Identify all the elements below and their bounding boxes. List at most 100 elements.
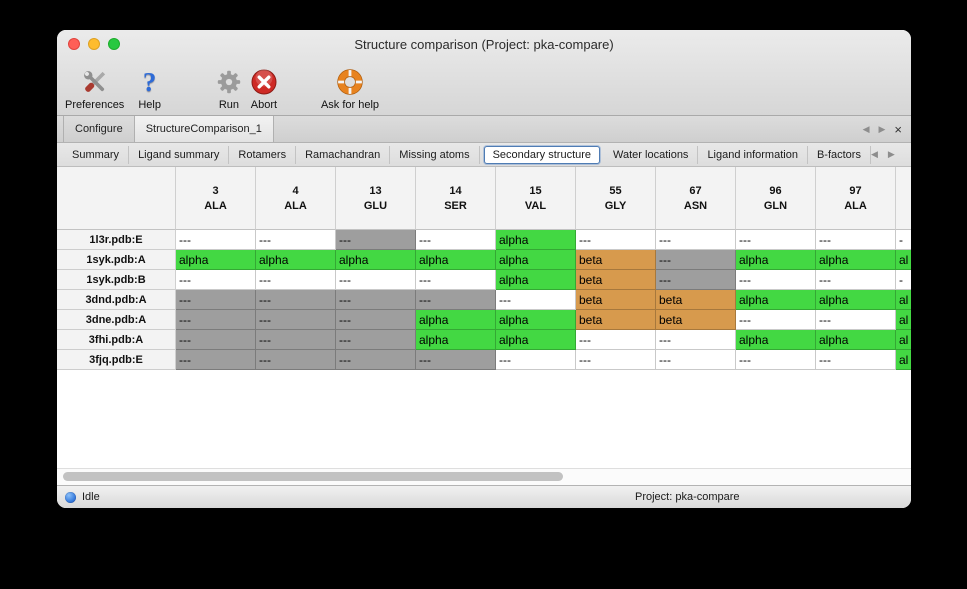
table-cell[interactable]: --- bbox=[336, 330, 416, 350]
table-cell[interactable]: al bbox=[896, 310, 911, 330]
horizontal-scrollbar[interactable] bbox=[57, 468, 911, 485]
zoom-button[interactable] bbox=[108, 38, 120, 50]
table-cell[interactable]: alpha bbox=[496, 270, 576, 290]
help-button[interactable]: ? Help bbox=[138, 66, 161, 112]
column-header-4-ala[interactable]: 4 ALA bbox=[256, 167, 336, 230]
tab-summary[interactable]: Summary bbox=[63, 145, 130, 164]
table-cell[interactable]: --- bbox=[256, 270, 336, 290]
tab-ligand-summary[interactable]: Ligand summary bbox=[129, 145, 230, 164]
row-header-3dne-pdb-a[interactable]: 3dne.pdb:A bbox=[57, 310, 176, 330]
table-cell[interactable]: alpha bbox=[416, 250, 496, 270]
row-header-3fhi-pdb-a[interactable]: 3fhi.pdb:A bbox=[57, 330, 176, 350]
table-cell[interactable]: --- bbox=[496, 290, 576, 310]
table-cell[interactable]: alpha bbox=[416, 330, 496, 350]
table-cell[interactable]: --- bbox=[416, 230, 496, 250]
table-cell[interactable]: --- bbox=[816, 310, 896, 330]
run-button[interactable]: Run bbox=[215, 66, 243, 111]
table-cell[interactable]: --- bbox=[176, 230, 256, 250]
table-cell[interactable]: --- bbox=[736, 310, 816, 330]
table-cell[interactable]: --- bbox=[816, 230, 896, 250]
table-cell[interactable]: alpha bbox=[416, 310, 496, 330]
table-cell[interactable]: alpha bbox=[736, 250, 816, 270]
view-scroll-left-icon[interactable]: ◀ bbox=[870, 149, 878, 159]
table-cell[interactable]: --- bbox=[256, 290, 336, 310]
table-cell[interactable]: alpha bbox=[816, 330, 896, 350]
table-cell[interactable]: beta bbox=[576, 310, 656, 330]
table-cell[interactable]: beta bbox=[656, 310, 736, 330]
table-cell[interactable]: alpha bbox=[496, 310, 576, 330]
table-cell[interactable]: --- bbox=[656, 330, 736, 350]
table-cell[interactable]: alpha bbox=[816, 290, 896, 310]
table-cell[interactable]: --- bbox=[336, 270, 416, 290]
table-cell[interactable]: --- bbox=[256, 350, 336, 370]
table-cell[interactable]: --- bbox=[176, 330, 256, 350]
row-header-1syk-pdb-a[interactable]: 1syk.pdb:A bbox=[57, 250, 176, 270]
table-cell[interactable]: --- bbox=[336, 310, 416, 330]
tab-rotamers[interactable]: Rotamers bbox=[229, 145, 297, 164]
table-cell[interactable]: al bbox=[896, 350, 911, 370]
table-cell[interactable]: beta bbox=[576, 270, 656, 290]
table-cell[interactable]: --- bbox=[256, 330, 336, 350]
table-cell[interactable]: --- bbox=[736, 270, 816, 290]
table-cell[interactable]: --- bbox=[176, 310, 256, 330]
table-cell[interactable]: --- bbox=[256, 230, 336, 250]
tab-water-locations[interactable]: Water locations bbox=[604, 145, 699, 164]
column-header-55-gly[interactable]: 55 GLY bbox=[576, 167, 656, 230]
table-cell[interactable]: --- bbox=[656, 270, 736, 290]
column-header-67-asn[interactable]: 67 ASN bbox=[656, 167, 736, 230]
tab-structurecomparison-1[interactable]: StructureComparison_1 bbox=[134, 116, 274, 142]
tab-scroll-left-icon[interactable]: ◀ bbox=[862, 123, 870, 134]
tab-configure[interactable]: Configure bbox=[63, 116, 135, 142]
column-header-97-ala[interactable]: 97 ALA bbox=[816, 167, 896, 230]
table-cell[interactable]: --- bbox=[816, 270, 896, 290]
table-cell[interactable]: --- bbox=[176, 290, 256, 310]
row-header-1l3r-pdb-e[interactable]: 1l3r.pdb:E bbox=[57, 230, 176, 250]
table-cell[interactable]: - bbox=[896, 230, 911, 250]
table-cell[interactable]: --- bbox=[416, 270, 496, 290]
table-cell[interactable]: beta bbox=[576, 250, 656, 270]
table-cell[interactable]: beta bbox=[656, 290, 736, 310]
row-header-1syk-pdb-b[interactable]: 1syk.pdb:B bbox=[57, 270, 176, 290]
tab-secondary-structure[interactable]: Secondary structure bbox=[483, 145, 601, 164]
table-cell[interactable]: al bbox=[896, 290, 911, 310]
table-cell[interactable]: --- bbox=[176, 350, 256, 370]
table-cell[interactable]: alpha bbox=[736, 330, 816, 350]
table-cell[interactable]: alpha bbox=[496, 230, 576, 250]
scrollbar-thumb[interactable] bbox=[63, 472, 563, 481]
abort-button[interactable]: Abort bbox=[249, 66, 279, 111]
table-cell[interactable]: al bbox=[896, 250, 911, 270]
column-header-partial[interactable] bbox=[896, 167, 911, 230]
table-cell[interactable]: --- bbox=[656, 350, 736, 370]
minimize-button[interactable] bbox=[88, 38, 100, 50]
row-header-3fjq-pdb-e[interactable]: 3fjq.pdb:E bbox=[57, 350, 176, 370]
table-cell[interactable]: --- bbox=[496, 350, 576, 370]
table-cell[interactable]: alpha bbox=[336, 250, 416, 270]
table-cell[interactable]: alpha bbox=[496, 250, 576, 270]
column-header-13-glu[interactable]: 13 GLU bbox=[336, 167, 416, 230]
table-cell[interactable]: alpha bbox=[496, 330, 576, 350]
table-cell[interactable]: --- bbox=[336, 350, 416, 370]
tab-scroll-right-icon[interactable]: ▶ bbox=[878, 123, 886, 134]
close-button[interactable] bbox=[68, 38, 80, 50]
tab-b-factors[interactable]: B-factors bbox=[808, 145, 871, 164]
table-cell[interactable]: --- bbox=[656, 230, 736, 250]
table-cell[interactable]: --- bbox=[176, 270, 256, 290]
table-cell[interactable]: alpha bbox=[256, 250, 336, 270]
table-cell[interactable]: - bbox=[896, 270, 911, 290]
table-cell[interactable]: --- bbox=[816, 350, 896, 370]
view-scroll-right-icon[interactable]: ▶ bbox=[887, 149, 895, 159]
table-cell[interactable]: beta bbox=[576, 290, 656, 310]
column-header-96-gln[interactable]: 96 GLN bbox=[736, 167, 816, 230]
ask-for-help-button[interactable]: Ask for help bbox=[321, 66, 379, 111]
table-cell[interactable]: al bbox=[896, 330, 911, 350]
table-cell[interactable]: --- bbox=[736, 350, 816, 370]
table-cell[interactable]: --- bbox=[576, 350, 656, 370]
tab-missing-atoms[interactable]: Missing atoms bbox=[390, 145, 480, 164]
column-header-15-val[interactable]: 15 VAL bbox=[496, 167, 576, 230]
column-header-14-ser[interactable]: 14 SER bbox=[416, 167, 496, 230]
table-cell[interactable]: --- bbox=[256, 310, 336, 330]
table-cell[interactable]: --- bbox=[576, 330, 656, 350]
table-cell[interactable]: --- bbox=[576, 230, 656, 250]
table-cell[interactable]: --- bbox=[736, 230, 816, 250]
table-cell[interactable]: --- bbox=[656, 250, 736, 270]
